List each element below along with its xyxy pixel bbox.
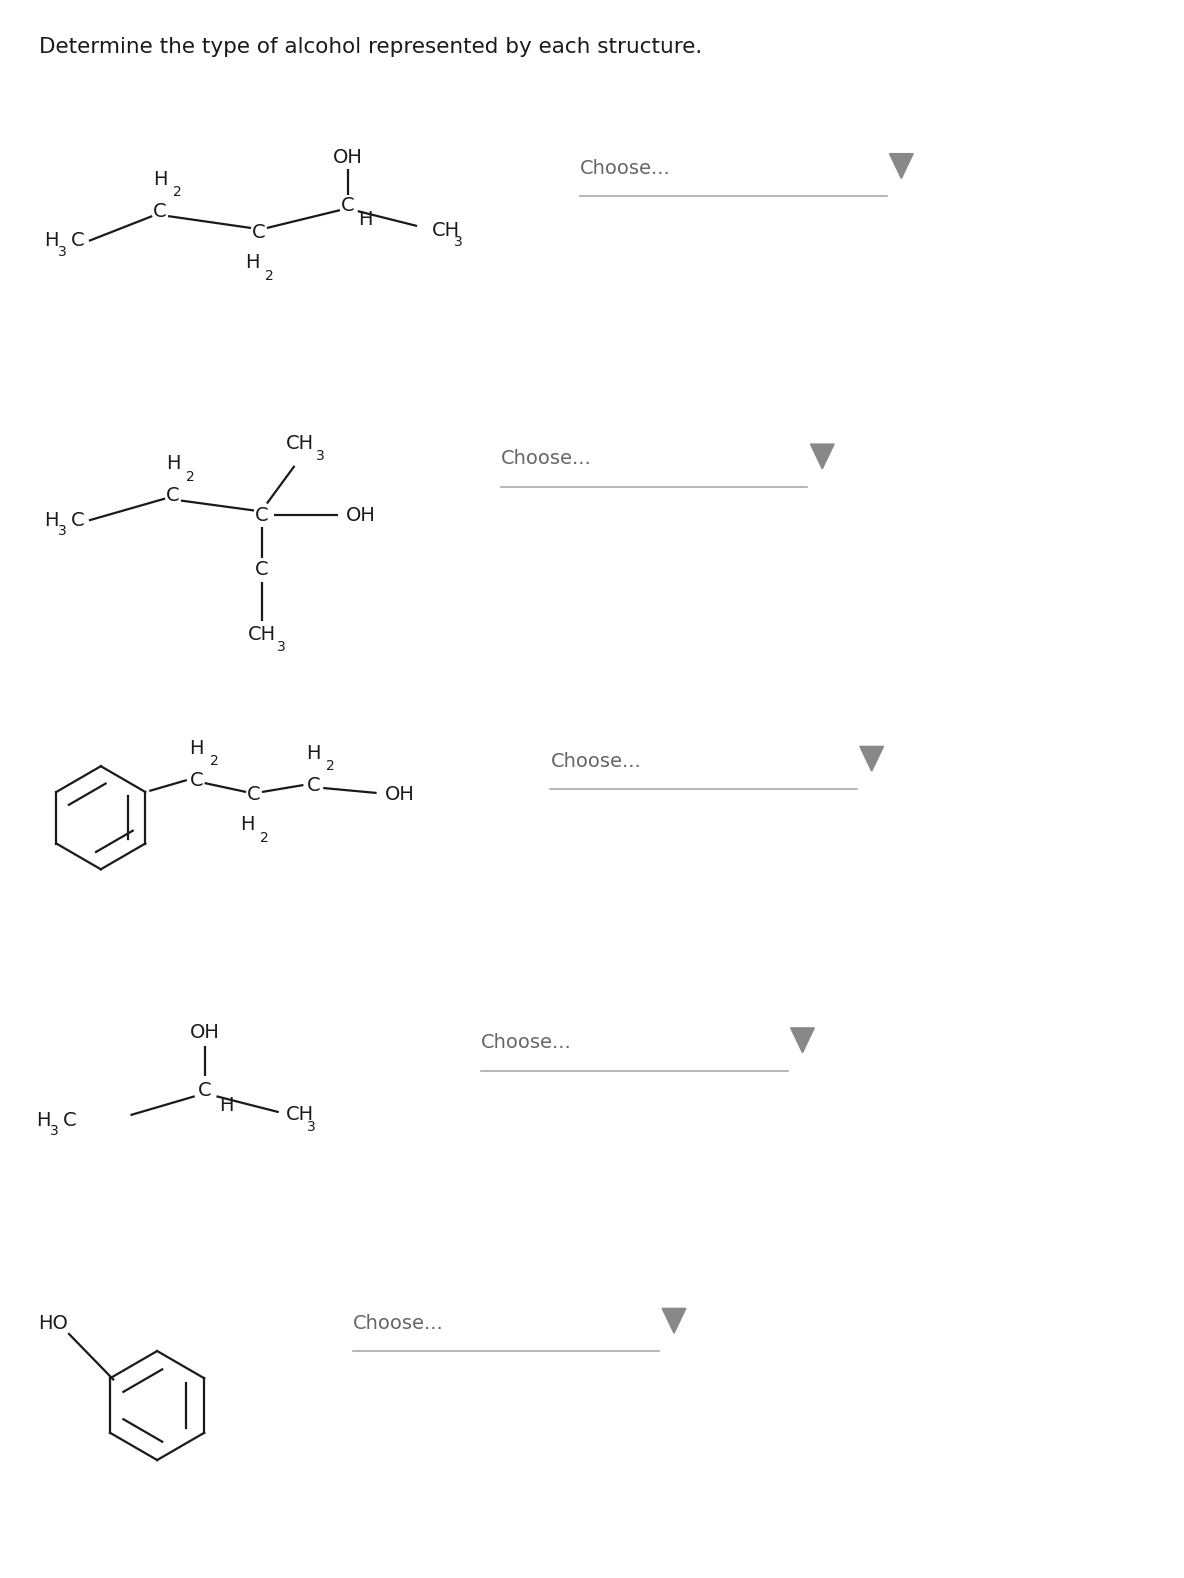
Text: 2: 2 — [260, 830, 269, 844]
Text: 2: 2 — [210, 754, 218, 768]
Text: C: C — [153, 202, 167, 221]
Text: H: H — [245, 252, 259, 271]
Text: H: H — [153, 170, 167, 189]
Text: OH: OH — [346, 507, 375, 525]
Text: H: H — [359, 210, 373, 229]
Text: C: C — [341, 196, 355, 215]
Text: 3: 3 — [58, 524, 67, 538]
Text: 3: 3 — [453, 235, 463, 249]
Text: 3: 3 — [316, 450, 326, 462]
Text: OH: OH — [385, 786, 414, 805]
Text: OH: OH — [189, 1024, 219, 1043]
Text: CH: CH — [285, 1105, 314, 1124]
Text: 3: 3 — [58, 245, 67, 259]
Text: C: C — [255, 560, 269, 579]
Text: Choose...: Choose... — [482, 1034, 572, 1053]
Text: Determine the type of alcohol represented by each structure.: Determine the type of alcohol represente… — [39, 36, 702, 57]
Text: Choose...: Choose... — [353, 1314, 444, 1333]
Text: C: C — [255, 507, 269, 525]
Text: 2: 2 — [265, 268, 274, 282]
Polygon shape — [860, 746, 883, 772]
Text: C: C — [166, 486, 180, 505]
Text: Choose...: Choose... — [580, 159, 671, 178]
Text: 3: 3 — [51, 1124, 59, 1138]
Text: H: H — [166, 454, 180, 473]
Text: H: H — [240, 816, 255, 835]
Polygon shape — [889, 153, 913, 178]
Text: C: C — [189, 770, 204, 789]
Text: H: H — [45, 511, 59, 530]
Text: C: C — [307, 775, 320, 795]
Text: Choose...: Choose... — [501, 450, 592, 469]
Text: Choose...: Choose... — [551, 751, 642, 770]
Text: 3: 3 — [308, 1120, 316, 1135]
Text: H: H — [307, 743, 321, 762]
Text: OH: OH — [333, 148, 362, 167]
Text: C: C — [198, 1081, 212, 1100]
Polygon shape — [810, 443, 834, 469]
Text: 2: 2 — [173, 185, 181, 199]
Text: H: H — [37, 1111, 51, 1130]
Text: C: C — [247, 786, 260, 805]
Text: 3: 3 — [277, 641, 285, 655]
Text: C: C — [71, 232, 85, 251]
Text: H: H — [45, 232, 59, 251]
Text: HO: HO — [39, 1314, 69, 1333]
Text: 2: 2 — [186, 470, 194, 484]
Text: H: H — [189, 739, 204, 757]
Text: H: H — [219, 1095, 233, 1114]
Text: C: C — [63, 1111, 77, 1130]
Polygon shape — [791, 1027, 815, 1053]
Text: CH: CH — [285, 434, 314, 453]
Text: C: C — [71, 511, 85, 530]
Text: CH: CH — [432, 221, 461, 240]
Text: 2: 2 — [326, 759, 335, 773]
Text: C: C — [252, 224, 265, 243]
Polygon shape — [662, 1308, 686, 1333]
Text: CH: CH — [247, 625, 276, 644]
